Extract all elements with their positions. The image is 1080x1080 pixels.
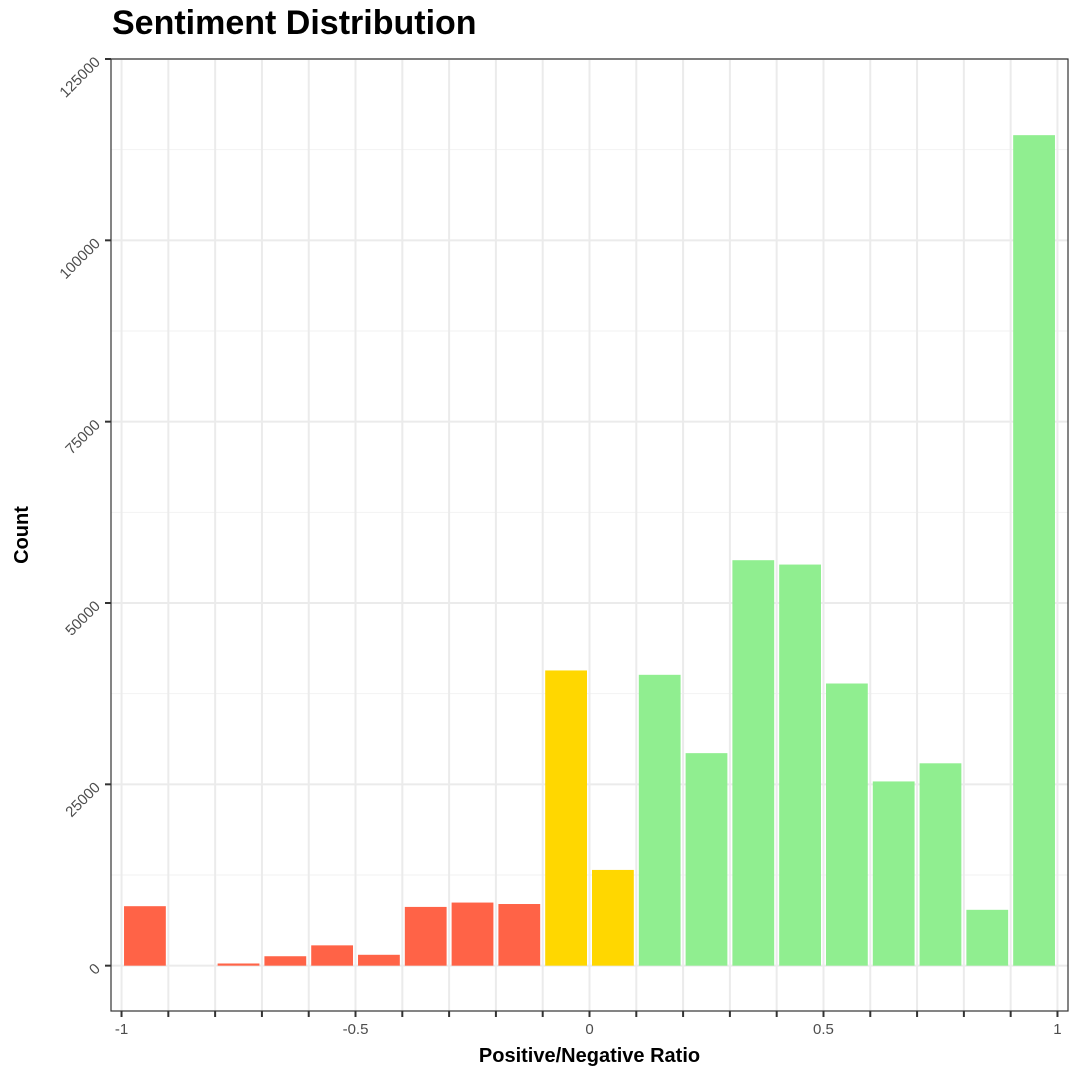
y-tick-label: 100000 (56, 235, 103, 282)
bar-negative (124, 906, 166, 966)
bar-negative (311, 945, 354, 966)
chart-title: Sentiment Distribution (112, 4, 477, 42)
bar-negative (498, 904, 541, 966)
y-tick-label: 25000 (62, 779, 104, 821)
y-tick-label: 125000 (56, 54, 103, 101)
bar-neutral (545, 670, 587, 966)
bar-positive (825, 683, 868, 966)
bar-positive (732, 560, 775, 966)
bar-positive (872, 781, 915, 966)
bar-positive (685, 753, 728, 966)
bar-negative (217, 963, 260, 966)
x-axis-title: Positive/Negative Ratio (479, 1045, 700, 1067)
x-tick-label: 0 (585, 1021, 593, 1038)
y-axis-title: Count (11, 506, 33, 564)
bar-positive (638, 674, 681, 966)
bar-negative (358, 954, 400, 966)
y-tick-label: 75000 (62, 416, 104, 458)
y-tick-label: 0 (86, 960, 104, 978)
bar-negative (451, 902, 494, 966)
bar-positive (779, 564, 821, 966)
bar-negative (404, 906, 447, 966)
x-tick-label: -0.5 (343, 1021, 369, 1038)
y-tick-label: 50000 (62, 598, 104, 640)
bar-neutral (592, 869, 634, 966)
bar-positive (966, 909, 1009, 966)
bar-positive (919, 763, 962, 966)
bar-positive (1013, 135, 1055, 966)
x-tick-label: -1 (115, 1021, 128, 1038)
bar-negative (264, 956, 307, 966)
x-tick-label: 1 (1053, 1021, 1061, 1038)
bar-layer (124, 135, 1055, 966)
x-tick-label: 0.5 (813, 1021, 834, 1038)
